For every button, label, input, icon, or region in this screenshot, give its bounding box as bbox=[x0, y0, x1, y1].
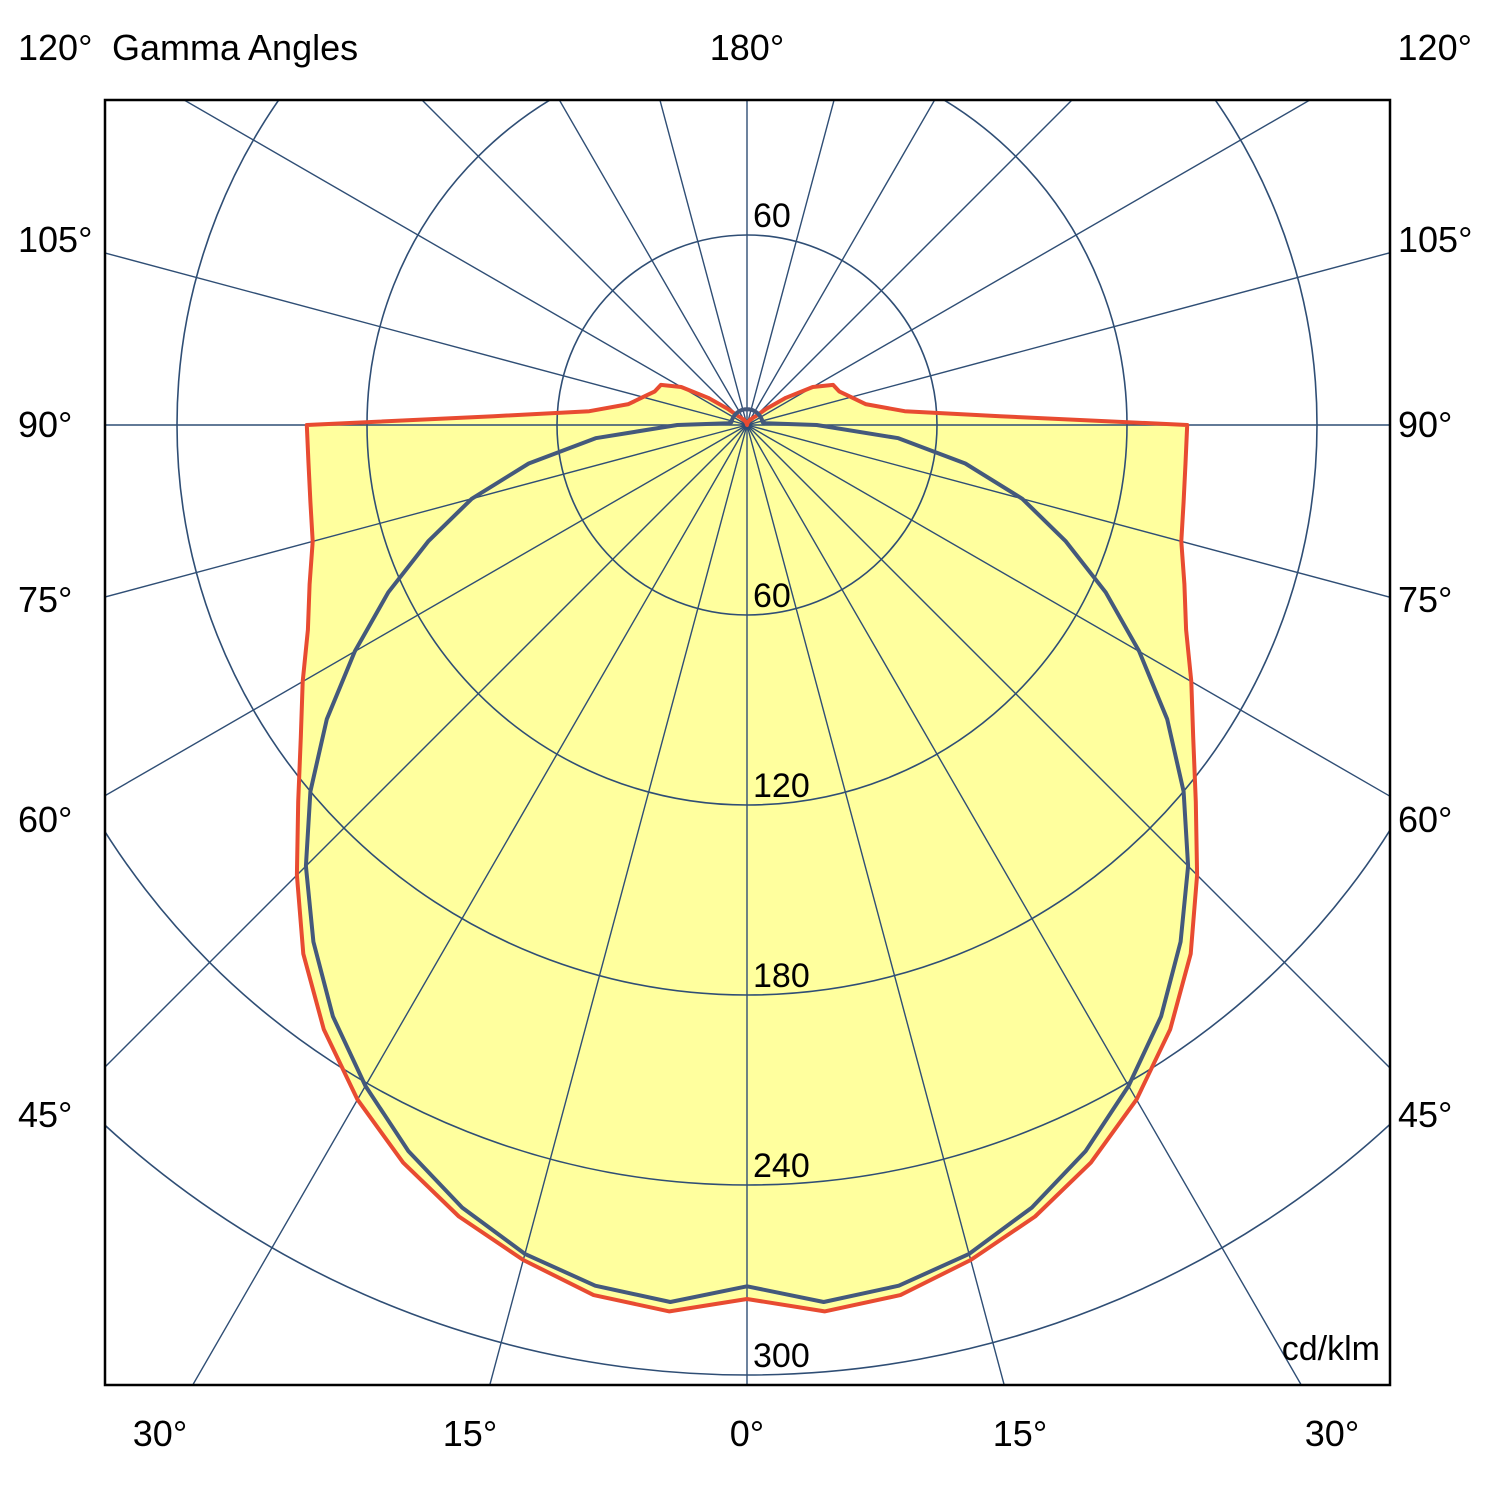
gamma-ray bbox=[105, 424, 748, 598]
gamma-label-right-60: 60° bbox=[1398, 799, 1453, 840]
gamma-ray bbox=[746, 100, 835, 426]
gamma-label-bottom-0: 0° bbox=[729, 1413, 765, 1454]
ring-value-label: 60 bbox=[753, 577, 791, 615]
gamma-ray bbox=[421, 100, 748, 426]
gamma-ray bbox=[105, 252, 748, 426]
gamma-ray bbox=[746, 100, 936, 426]
unit-label: cd/klm bbox=[1282, 1330, 1380, 1368]
gamma-label-right-90: 90° bbox=[1398, 404, 1453, 445]
gamma-label-bottom-15r: 15° bbox=[992, 1413, 1048, 1454]
gamma-ray bbox=[746, 100, 1073, 426]
gamma-ray bbox=[746, 424, 1303, 1385]
gamma-label-left-75: 75° bbox=[18, 579, 73, 620]
gamma-label-right-45: 45° bbox=[1398, 1094, 1453, 1135]
gamma-ray bbox=[746, 100, 1312, 426]
chart-title: Gamma Angles bbox=[112, 27, 359, 68]
gamma-label-right-105: 105° bbox=[1398, 219, 1473, 260]
gamma-label-top-right: 120° bbox=[1397, 27, 1472, 68]
gamma-ray bbox=[746, 424, 1390, 599]
gamma-label-bottom-30l: 30° bbox=[132, 1413, 188, 1454]
gamma-label-left-60: 60° bbox=[18, 799, 73, 840]
gamma-ray bbox=[182, 100, 748, 426]
gamma-ray bbox=[191, 424, 748, 1385]
ring-value-labels: 60 60 120 180 240 300 bbox=[753, 197, 810, 1375]
gamma-label-top-left: 120° bbox=[18, 27, 93, 68]
gamma-label-left-105: 105° bbox=[18, 219, 93, 260]
ring-value-label: 300 bbox=[753, 1337, 810, 1375]
ring-value-label: 240 bbox=[753, 1147, 810, 1185]
gamma-ray bbox=[746, 424, 1005, 1385]
series-curve-C90-C270 bbox=[303, 407, 1191, 1304]
gamma-label-left-45: 45° bbox=[18, 1094, 73, 1135]
intensity-curves bbox=[294, 382, 1200, 1314]
ring-value-label: 180 bbox=[753, 957, 810, 995]
gamma-label-left-90: 90° bbox=[18, 404, 73, 445]
gamma-ray bbox=[489, 424, 748, 1385]
gamma-label-right-75: 75° bbox=[1398, 579, 1453, 620]
gamma-ray bbox=[659, 100, 748, 426]
plot-border bbox=[103, 98, 1392, 1387]
gamma-label-bottom-30r: 30° bbox=[1304, 1413, 1360, 1454]
gamma-ray bbox=[746, 424, 1390, 798]
series-curve-C0-C180 bbox=[294, 382, 1200, 1314]
gamma-ray bbox=[105, 424, 748, 797]
gamma-label-bottom-15l: 15° bbox=[442, 1413, 498, 1454]
gamma-label-top-center: 180° bbox=[709, 27, 785, 68]
gamma-ray bbox=[105, 424, 748, 1068]
gamma-ray bbox=[558, 100, 748, 426]
gamma-ray bbox=[746, 251, 1390, 426]
gamma-ray bbox=[746, 424, 1390, 1069]
ring-value-label: 60 bbox=[753, 197, 791, 235]
ring-value-label: 120 bbox=[753, 767, 810, 805]
